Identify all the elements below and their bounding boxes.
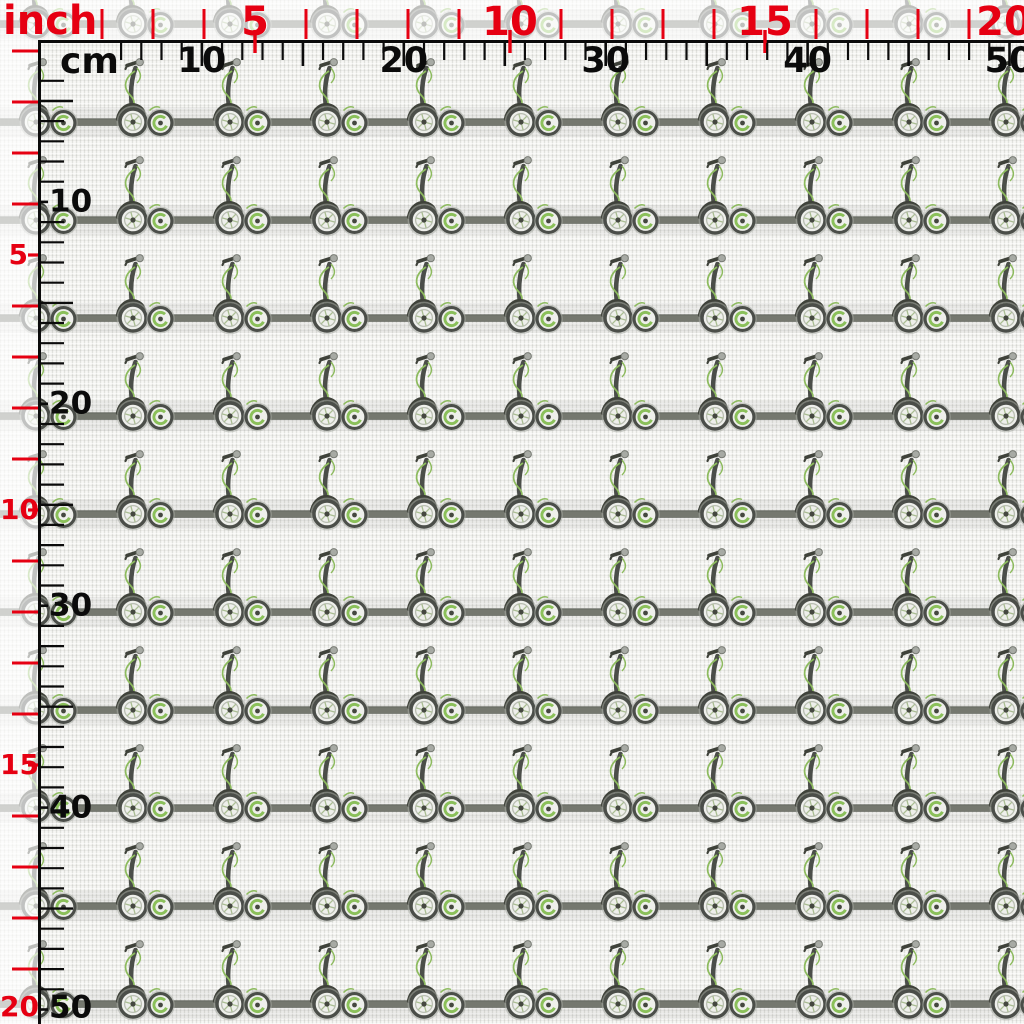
top-cm-label-10: 10 <box>177 41 227 81</box>
top-inch-label-10: 10 <box>482 0 538 45</box>
cm-ruler-unit-label: cm <box>60 41 119 82</box>
left-cm-label-10: 10 <box>49 183 93 220</box>
top-inch-label-20: 20 <box>976 0 1024 45</box>
top-inch-label-5: 5 <box>241 0 269 45</box>
left-inch-label-15: 15 <box>0 748 39 781</box>
top-cm-label-30: 30 <box>581 41 631 81</box>
left-cm-label-50: 50 <box>49 989 93 1024</box>
left-cm-label-40: 40 <box>49 789 93 826</box>
left-inch-label-10: 10 <box>0 493 39 526</box>
left-cm-label-30: 30 <box>49 587 93 624</box>
top-inch-label-15: 15 <box>737 0 793 45</box>
top-cm-label-50: 50 <box>984 41 1024 81</box>
inch-ruler-unit-label: inch <box>3 0 98 44</box>
left-inch-label-5: 5 <box>8 238 28 271</box>
left-cm-label-20: 20 <box>49 385 93 422</box>
top-cm-label-40: 40 <box>783 41 832 81</box>
left-inch-label-20: 20 <box>0 990 39 1023</box>
top-cm-label-20: 20 <box>379 41 429 81</box>
